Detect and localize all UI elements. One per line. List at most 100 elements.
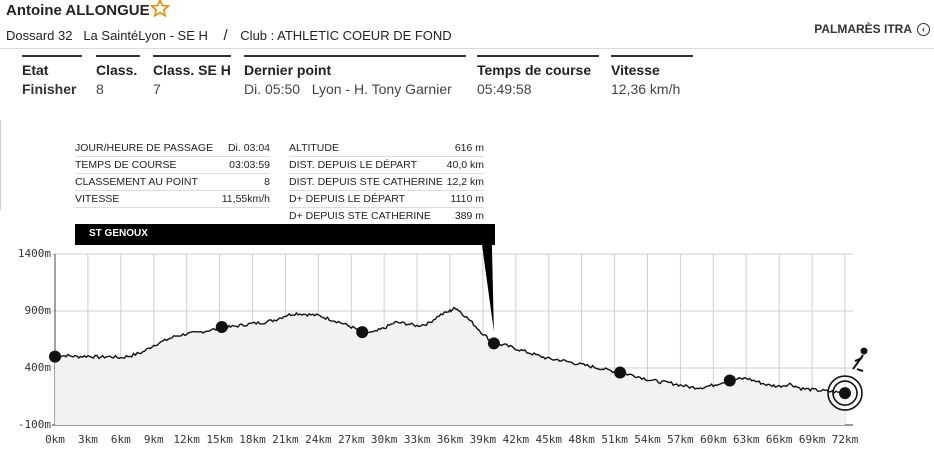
tooltip-value: 40,0 km [445,156,484,174]
tooltip-row: VITESSE 11,55km/h [75,190,270,208]
separator: / [223,27,228,44]
x-tick-label: 12km [173,433,200,446]
x-tick-label: 48km [568,433,595,446]
checkpoint-marker[interactable] [723,374,736,387]
race-summary: Etat Finisher Class. 8 Class. SE H 7 Der… [0,50,934,128]
x-tick-label: 36km [437,433,464,446]
checkpoint-marker[interactable] [215,320,228,333]
current-checkpoint-ring [827,375,863,411]
tooltip-row: D+ DEPUIS LE DÉPART 1110 m [289,190,484,208]
tooltip-row: DIST. DEPUIS LE DÉPART 40,0 km [289,156,484,174]
club-name: Club : ATHLETIC COEUR DE FOND [240,28,452,43]
checkpoint-name: ST GENOUX [89,228,148,239]
tooltip-row: CLASSEMENT AU POINT 8 [75,173,270,191]
y-tick-label: 900m [25,304,52,317]
runner-subtitle: Dossard 32 La SaintéLyon - SE H / Club :… [6,27,452,44]
x-tick-label: 72km [832,433,859,446]
summary-value: 05:49:58 [477,81,532,97]
summary-label: Vitesse [611,62,660,78]
tooltip-label: CLASSEMENT AU POINT [75,173,220,191]
tooltip-pointer [475,244,494,332]
tooltip-value: 616 m [445,140,484,157]
summary-value: 12,36 km/h [611,81,681,97]
summary-speed: Vitesse 12,36 km/h [611,55,693,97]
tooltip-label: TEMPS DE COURSE [75,156,220,174]
summary-value: Finisher [22,81,77,97]
x-tick-label: 3km [78,433,98,446]
summary-label: Temps de course [477,62,592,78]
header-divider [0,48,934,49]
tooltip-value: 389 m [445,207,484,225]
checkpoint-marker[interactable] [487,337,500,350]
x-tick-label: 9km [144,433,164,446]
x-tick-label: 63km [733,433,760,446]
checkpoint-marker[interactable] [614,366,627,379]
tooltip-row: TEMPS DE COURSE 03:03:59 [75,156,270,174]
tooltip-right-table: ALTITUDE 616 m DIST. DEPUIS LE DÉPART 40,0… [289,140,484,225]
tooltip-label: D+ DEPUIS STE CATHERINE [289,207,446,225]
x-tick-label: 21km [272,433,299,446]
x-tick-label: 33km [404,433,431,446]
star-outline-icon[interactable] [150,0,170,18]
left-divider [0,120,1,210]
x-tick-label: 30km [371,433,398,446]
tooltip-row: D+ DEPUIS STE CATHERINE 389 m [289,207,484,225]
y-tick-label: 1400m [18,247,51,260]
checkpoint-marker[interactable] [356,326,369,339]
runner-name: Antoine ALLONGUE [6,2,150,19]
summary-label: Etat [22,62,49,78]
tooltip-value: 8 [219,173,270,191]
tooltip-row: DIST. DEPUIS STE CATHERINE 12,2 km [289,173,484,191]
summary-label: Class. [96,62,138,78]
summary-class: Class. 8 [96,55,140,97]
bib-number: Dossard 32 [6,28,73,43]
x-tick-label: 6km [111,433,131,446]
x-tick-label: 42km [503,433,530,446]
elevation-line [54,306,846,395]
tooltip-row: JOUR/HEURE DE PASSAGE Di. 03:04 [75,140,270,157]
tooltip-value: 03:03:59 [219,156,270,174]
runner-icon [852,354,864,373]
summary-label: Class. SE H [153,62,231,78]
tooltip-label: D+ DEPUIS LE DÉPART [289,190,446,208]
summary-etat: Etat Finisher [22,55,82,97]
x-tick-label: 24km [305,433,332,446]
palmares-itra-link[interactable]: PALMARÈS ITRA ‹ [814,22,930,36]
summary-value: 7 [153,81,161,97]
x-tick-label: 15km [206,433,233,446]
tooltip-value: Di. 03:04 [219,140,270,157]
summary-race-time: Temps de course 05:49:58 [477,55,599,97]
x-tick-label: 18km [239,433,266,446]
race-name: La SaintéLyon - SE H [83,28,208,43]
summary-label: Dernier point [244,62,332,78]
runner-header: Antoine ALLONGUE Dossard 32 La SaintéLyo… [0,0,934,52]
current-checkpoint-ring [832,380,858,406]
checkpoint-marker[interactable] [839,387,851,400]
tooltip-left-table: JOUR/HEURE DE PASSAGE Di. 03:04 TEMPS DE … [75,140,270,208]
elevation-area [55,307,845,425]
tooltip-value: 1110 m [445,190,484,208]
x-tick-label: 39km [470,433,497,446]
checkpoint-marker[interactable] [49,350,61,363]
y-tick-label: -100m [18,418,51,431]
tooltip-label: ALTITUDE [289,140,446,157]
x-tick-label: 66km [766,433,793,446]
tooltip-label: VITESSE [75,190,220,208]
tooltip-label: DIST. DEPUIS STE CATHERINE [289,173,446,191]
checkpoint-banner [75,224,495,245]
x-tick-label: 57km [667,433,694,446]
tooltip-value: 11,55km/h [219,190,270,208]
tooltip-label: JOUR/HEURE DE PASSAGE [75,140,220,157]
arrow-left-circle-icon: ‹ [917,22,930,36]
tooltip-row: ALTITUDE 616 m [289,140,484,157]
x-tick-label: 27km [338,433,365,446]
x-tick-label: 0km [45,433,65,446]
summary-class-cat: Class. SE H 7 [153,55,231,97]
tooltip-label: DIST. DEPUIS LE DÉPART [289,156,446,174]
x-tick-label: 60km [700,433,727,446]
y-tick-label: 400m [25,361,52,374]
palmares-label: PALMARÈS ITRA [814,22,912,36]
x-tick-label: 51km [601,433,628,446]
x-tick-label: 54km [634,433,661,446]
